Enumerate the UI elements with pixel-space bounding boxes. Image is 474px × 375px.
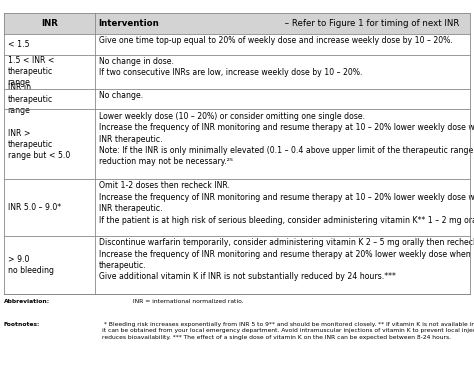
Bar xyxy=(4,88,95,110)
Text: INR >
therapeutic
range but < 5.0: INR > therapeutic range but < 5.0 xyxy=(8,129,70,160)
Text: < 1.5: < 1.5 xyxy=(8,40,29,49)
Bar xyxy=(95,13,470,34)
Text: * Bleeding risk increases exponentially from INR 5 to 9** and should be monitore: * Bleeding risk increases exponentially … xyxy=(101,322,474,339)
Text: Lower weekly dose (10 – 20%) or consider omitting one single dose.
Increase the : Lower weekly dose (10 – 20%) or consider… xyxy=(99,112,474,166)
Text: No change.: No change. xyxy=(99,91,143,100)
Text: INR 5.0 – 9.0*: INR 5.0 – 9.0* xyxy=(8,203,61,212)
Bar xyxy=(95,236,470,294)
Text: – Refer to Figure 1 for timing of next INR: – Refer to Figure 1 for timing of next I… xyxy=(282,19,459,28)
Bar xyxy=(4,55,95,88)
Text: > 9.0
no bleeding: > 9.0 no bleeding xyxy=(8,255,54,275)
Text: Abbreviation:: Abbreviation: xyxy=(4,299,50,304)
Bar xyxy=(4,34,95,55)
Bar xyxy=(4,13,95,34)
Text: Omit 1-2 doses then recheck INR.
Increase the frequency of INR monitoring and re: Omit 1-2 doses then recheck INR. Increas… xyxy=(99,182,474,225)
Text: No change in dose.
If two consecutive INRs are low, increase weekly dose by 10 –: No change in dose. If two consecutive IN… xyxy=(99,57,362,77)
Bar xyxy=(95,179,470,236)
Text: INR = international normalized ratio.: INR = international normalized ratio. xyxy=(131,299,244,304)
Text: INR: INR xyxy=(41,19,58,28)
Text: Give one time top-up equal to 20% of weekly dose and increase weekly dose by 10 : Give one time top-up equal to 20% of wee… xyxy=(99,36,452,45)
Text: Intervention: Intervention xyxy=(99,19,159,28)
Text: 1.5 < INR <
therapeutic
range: 1.5 < INR < therapeutic range xyxy=(8,56,54,87)
Bar xyxy=(95,34,470,55)
Text: INR in
therapeutic
range: INR in therapeutic range xyxy=(8,83,53,115)
Bar xyxy=(4,236,95,294)
Bar xyxy=(4,179,95,236)
Bar xyxy=(4,110,95,179)
Text: Discontinue warfarin temporarily, consider administering vitamin K 2 – 5 mg oral: Discontinue warfarin temporarily, consid… xyxy=(99,238,474,282)
Bar xyxy=(95,55,470,88)
Bar xyxy=(95,88,470,110)
Bar xyxy=(95,110,470,179)
Text: Footnotes:: Footnotes: xyxy=(4,322,40,327)
